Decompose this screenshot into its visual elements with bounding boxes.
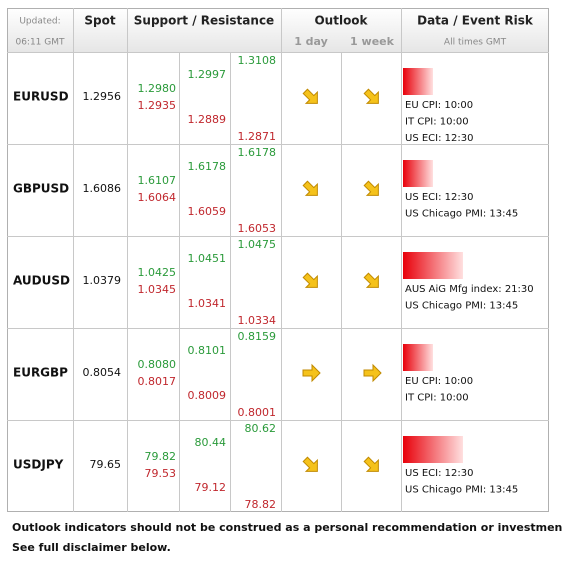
spot: 79.65: [90, 458, 122, 471]
arrow-shape: [302, 363, 321, 383]
event: US ECI: 12:30: [405, 468, 473, 479]
pair: EURUSD: [13, 90, 69, 104]
resistance: 1.2980: [138, 82, 177, 95]
support: 1.6059: [188, 205, 227, 218]
pair: GBPUSD: [13, 182, 69, 196]
support: 1.0341: [188, 297, 227, 310]
event: EU CPI: 10:00: [405, 100, 473, 111]
arrow-shape: [302, 456, 318, 472]
resistance: 1.2997: [188, 68, 227, 81]
resistance: 1.3108: [238, 54, 277, 67]
outlook-arrow: [363, 88, 379, 104]
resistance: 80.44: [195, 436, 227, 449]
header-bg: [7, 8, 549, 52]
support: 0.8001: [238, 406, 277, 419]
arrow-shape: [302, 180, 318, 196]
resistance: 1.6178: [188, 160, 227, 173]
resistance: 1.6178: [238, 146, 277, 159]
outlook-arrow: [302, 88, 318, 104]
times-note: All times GMT: [444, 38, 507, 48]
arrow-shape: [363, 88, 379, 104]
risk-bar: [403, 344, 433, 371]
footer-line: Outlook indicators should not be constru…: [12, 521, 562, 534]
outlook-arrow: [363, 272, 379, 288]
risk-bar: [403, 68, 433, 95]
table-border: [7, 8, 549, 512]
resistance: 1.0475: [238, 238, 277, 251]
resistance: 0.8101: [188, 344, 227, 357]
spot: 1.0379: [83, 274, 122, 287]
support: 1.6064: [138, 191, 177, 204]
outlook-arrow: [302, 456, 318, 472]
support: 1.2871: [238, 130, 277, 143]
support: 1.2935: [138, 99, 177, 112]
event: EU CPI: 10:00: [405, 376, 473, 387]
outlook-1week: 1 week: [350, 35, 395, 48]
event: US Chicago PMI: 13:45: [405, 209, 518, 220]
resistance: 79.82: [145, 450, 177, 463]
support: 78.82: [245, 498, 277, 511]
spot: 0.8054: [83, 366, 122, 379]
pair: USDJPY: [13, 458, 64, 472]
updated-label: Updated:: [19, 17, 60, 27]
sr-header: Support / Resistance: [134, 14, 274, 28]
arrow-shape: [363, 272, 379, 288]
support: 0.8017: [138, 375, 177, 388]
event: AUS AiG Mfg index: 21:30: [405, 284, 534, 295]
outlook-arrow: [302, 180, 318, 196]
footer-line: See full disclaimer below.: [12, 541, 171, 554]
event: IT CPI: 10:00: [405, 117, 469, 128]
pair: AUDUSD: [13, 274, 70, 288]
support: 1.2889: [188, 113, 227, 126]
resistance: 0.8159: [238, 330, 277, 343]
risk-bar: [403, 160, 433, 187]
event: US Chicago PMI: 13:45: [405, 301, 518, 312]
resistance: 1.0425: [138, 266, 177, 279]
arrow-shape: [363, 180, 379, 196]
support: 0.8009: [188, 389, 227, 402]
outlook-arrow: [363, 456, 379, 472]
spot: 1.2956: [83, 90, 122, 103]
arrow-shape: [363, 363, 382, 383]
support: 1.0334: [238, 314, 277, 327]
risk-bar: [403, 436, 463, 463]
outlook-arrow: [302, 363, 321, 383]
support: 1.0345: [138, 283, 177, 296]
arrow-shape: [302, 88, 318, 104]
event: US Chicago PMI: 13:45: [405, 485, 518, 496]
pair: EURGBP: [13, 366, 68, 380]
outlook-arrow: [302, 272, 318, 288]
event-header: Data / Event Risk: [417, 14, 534, 28]
outlook-header: Outlook: [314, 14, 368, 28]
support: 1.6053: [238, 222, 277, 235]
event: US ECI: 12:30: [405, 192, 473, 203]
resistance: 80.62: [245, 422, 277, 435]
spot: 1.6086: [83, 182, 122, 195]
risk-bar: [403, 252, 463, 279]
outlook-arrow: [363, 180, 379, 196]
resistance: 1.0451: [188, 252, 227, 265]
outlook-arrow: [363, 363, 382, 383]
support: 79.12: [195, 481, 227, 494]
event: US ECI: 12:30: [405, 133, 473, 144]
arrow-shape: [363, 456, 379, 472]
updated-time: 06:11 GMT: [15, 38, 65, 48]
event: IT CPI: 10:00: [405, 393, 469, 404]
arrow-shape: [302, 272, 318, 288]
spot-header: Spot: [84, 14, 115, 28]
resistance: 1.6107: [138, 174, 177, 187]
outlook-1day: 1 day: [294, 35, 328, 48]
support: 79.53: [145, 467, 177, 480]
resistance: 0.8080: [138, 358, 177, 371]
